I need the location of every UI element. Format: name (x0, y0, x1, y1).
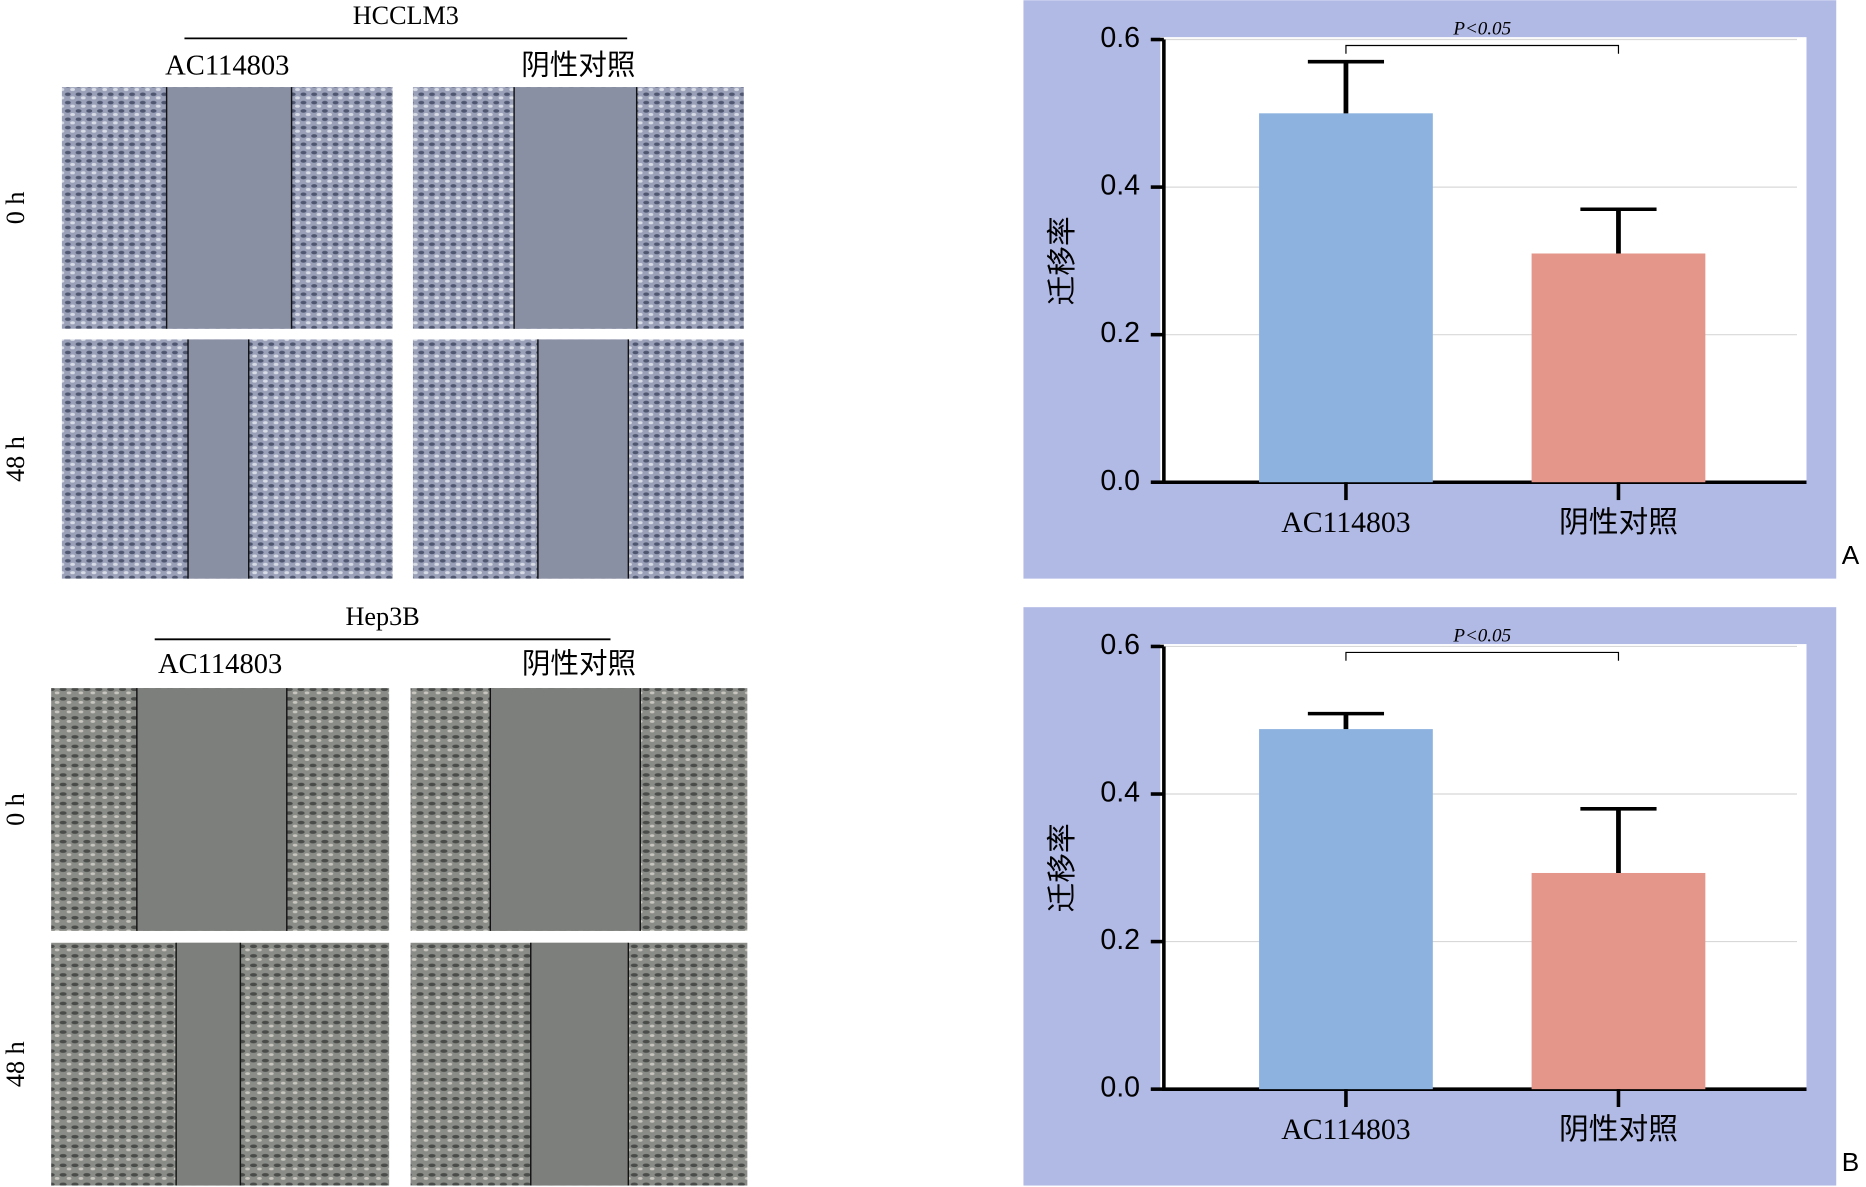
y-tick-label: 0.0 (1100, 1072, 1140, 1104)
x-tick-label: 阴性对照 (1559, 1113, 1678, 1146)
cell-line-title: HCCLM3 (353, 1, 459, 30)
plot-area (1160, 644, 1807, 1090)
y-axis-label: 迁移率 (1046, 216, 1079, 305)
panel-label: A (1842, 540, 1860, 570)
column-label: 阴性对照 (521, 50, 635, 82)
y-tick-label: 0.6 (1100, 22, 1140, 54)
row-label: 48 h (1, 1041, 30, 1087)
y-tick-label: 0.2 (1100, 317, 1140, 349)
scratch-gap (514, 87, 637, 329)
bar (1259, 729, 1433, 1090)
panel-label: B (1842, 1147, 1859, 1177)
scratch-gap (530, 942, 629, 1186)
column-label: AC114803 (165, 51, 289, 82)
scratch-gap (490, 688, 641, 931)
bar (1531, 253, 1706, 483)
scratch-gap (176, 942, 241, 1186)
y-tick-label: 0.0 (1100, 465, 1140, 497)
x-tick-label: 阴性对照 (1559, 506, 1678, 539)
row-label: 0 h (1, 793, 30, 826)
scratch-gap (188, 339, 249, 579)
x-tick-label: AC114803 (1281, 506, 1410, 539)
scratch-gap (136, 688, 287, 931)
significance-bracket (1345, 651, 1620, 661)
plot-area (1160, 37, 1807, 483)
y-tick-label: 0.6 (1100, 629, 1140, 661)
cell-line-title: Hep3B (346, 602, 420, 631)
column-label: AC114803 (158, 649, 282, 680)
y-tick-label: 0.4 (1100, 777, 1140, 809)
y-tick-label: 0.2 (1100, 924, 1140, 956)
y-axis-label: 迁移率 (1046, 823, 1079, 912)
significance-label: P<0.05 (1452, 625, 1511, 646)
bar (1259, 113, 1433, 483)
row-label: 0 h (1, 192, 30, 225)
y-tick-label: 0.4 (1100, 170, 1140, 202)
x-tick-label: AC114803 (1281, 1113, 1410, 1146)
bar (1531, 872, 1706, 1090)
column-label: 阴性对照 (522, 648, 636, 680)
significance-bracket (1345, 44, 1620, 54)
row-label: 48 h (1, 436, 30, 482)
scratch-gap (166, 87, 292, 329)
significance-label: P<0.05 (1452, 18, 1511, 39)
scratch-gap (537, 339, 629, 579)
